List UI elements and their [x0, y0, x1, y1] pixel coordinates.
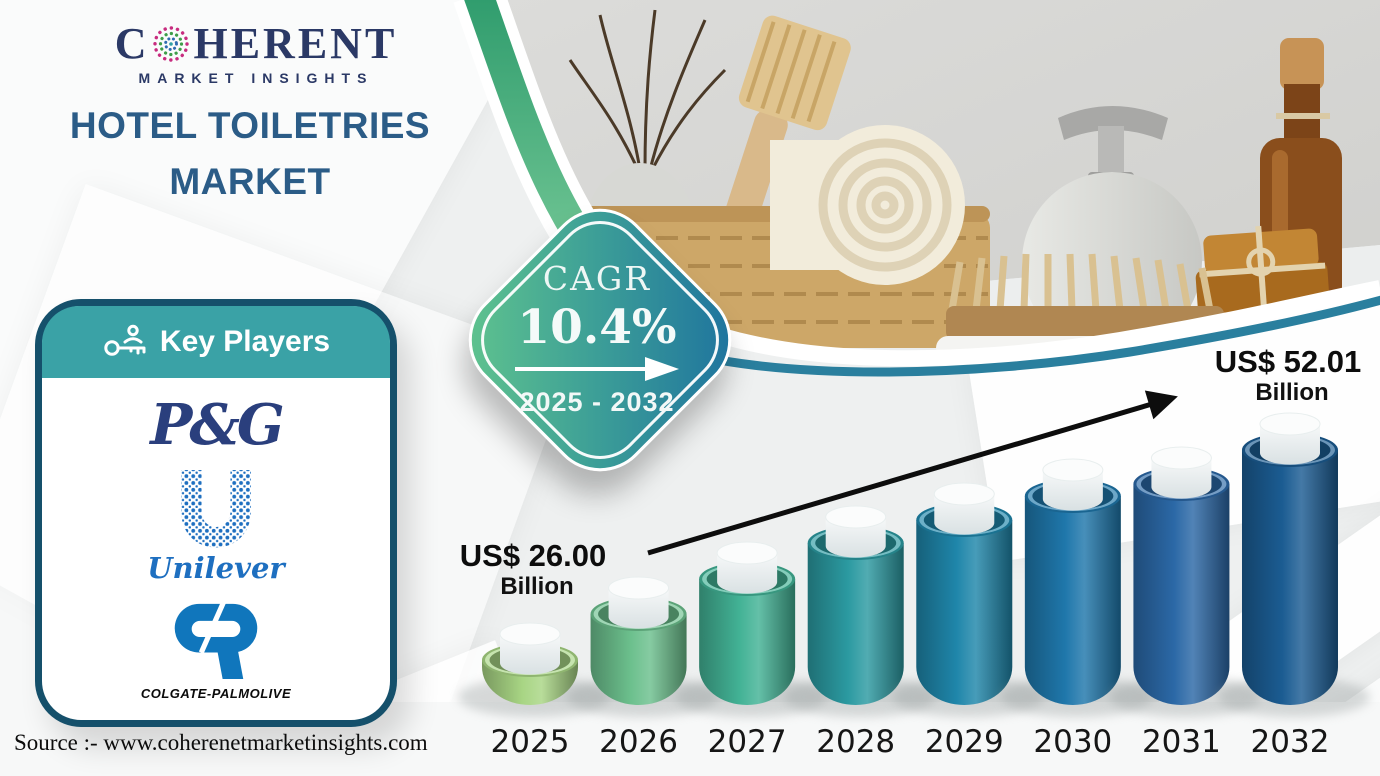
trend-arrow-icon: [647, 390, 1178, 556]
title-line1: HOTEL TOILETRIES: [69, 105, 431, 146]
brand-letters-rest: HERENT: [193, 19, 398, 68]
colgate-palmolive-logo: COLGATE-PALMOLIVE: [141, 598, 291, 701]
bar-2029: 2029: [892, 482, 1045, 760]
key-players-logos: P&G Unilever: [42, 378, 390, 720]
globe-dots-icon: [153, 26, 190, 62]
brand-subtitle: MARKET INSIGHTS: [138, 70, 374, 86]
cagr-value: 10.4%: [517, 299, 677, 355]
key-players-header: Key Players: [42, 306, 390, 378]
year-label-2029: 2029: [925, 724, 1004, 760]
cagr-badge-content: CAGR 10.4% 2025 - 2032: [472, 238, 722, 438]
year-label-2030: 2030: [1033, 724, 1112, 760]
key-players-title: Key Players: [159, 325, 331, 358]
year-label-2025: 2025: [491, 724, 570, 760]
year-label-2032: 2032: [1251, 724, 1330, 760]
dried-plants: [568, 9, 727, 171]
pg-logo: P&G: [150, 392, 284, 459]
year-label-2026: 2026: [599, 724, 678, 760]
page-title: HOTEL TOILETRIES MARKET: [30, 98, 470, 209]
value-label-2025: US$ 26.00: [460, 538, 607, 573]
source-text: Source :- www.coherenetmarketinsights.co…: [14, 730, 428, 755]
colgate-palmolive-wordmark: COLGATE-PALMOLIVE: [140, 685, 292, 701]
title-line2: MARKET: [169, 160, 331, 202]
bar-2028: 2028: [783, 505, 936, 760]
unit-label-2032: Billion: [1255, 379, 1328, 406]
bar-body: [1024, 496, 1121, 705]
bar-2031: 2031: [1109, 446, 1262, 760]
unilever-u-icon: [181, 469, 251, 547]
bar-2027: 2027: [675, 541, 828, 760]
bar-body: [699, 579, 796, 705]
unit-label-2025: Billion: [500, 573, 573, 600]
bar-body: [916, 520, 1013, 705]
photo-teal-stripe: [653, 295, 1380, 377]
year-label-2031: 2031: [1142, 724, 1221, 760]
year-label-2027: 2027: [708, 724, 787, 760]
rolled-towel: [770, 125, 965, 285]
bar-body: [1241, 450, 1338, 705]
bar-2026: 2026: [566, 576, 719, 760]
bar-2025: 2025: [458, 622, 610, 760]
unilever-logo: Unilever: [147, 467, 285, 585]
unilever-wordmark: Unilever: [147, 550, 285, 585]
key-players-card: Key Players P&G Unilever: [35, 299, 397, 727]
cagr-period: 2025 - 2032: [519, 386, 675, 417]
bar-body: [590, 614, 687, 705]
bar-body: [807, 543, 904, 705]
cagr-arrow-icon: [515, 356, 679, 381]
bar-body: [1133, 484, 1230, 705]
cp-emblem-icon: [174, 599, 258, 679]
bar-2032: 2032: [1217, 412, 1370, 760]
bar-2030: 2030: [1000, 458, 1153, 760]
key-person-icon: [104, 324, 146, 356]
brand-letter-c: C: [114, 19, 150, 68]
value-label-2032: US$ 52.01: [1215, 344, 1362, 379]
brand-wordmark: C HERENT: [88, 22, 424, 66]
year-label-2028: 2028: [816, 724, 895, 760]
cagr-label: CAGR: [542, 258, 652, 298]
brand-logo: C HERENT MARKET INSIGHTS: [88, 22, 424, 87]
